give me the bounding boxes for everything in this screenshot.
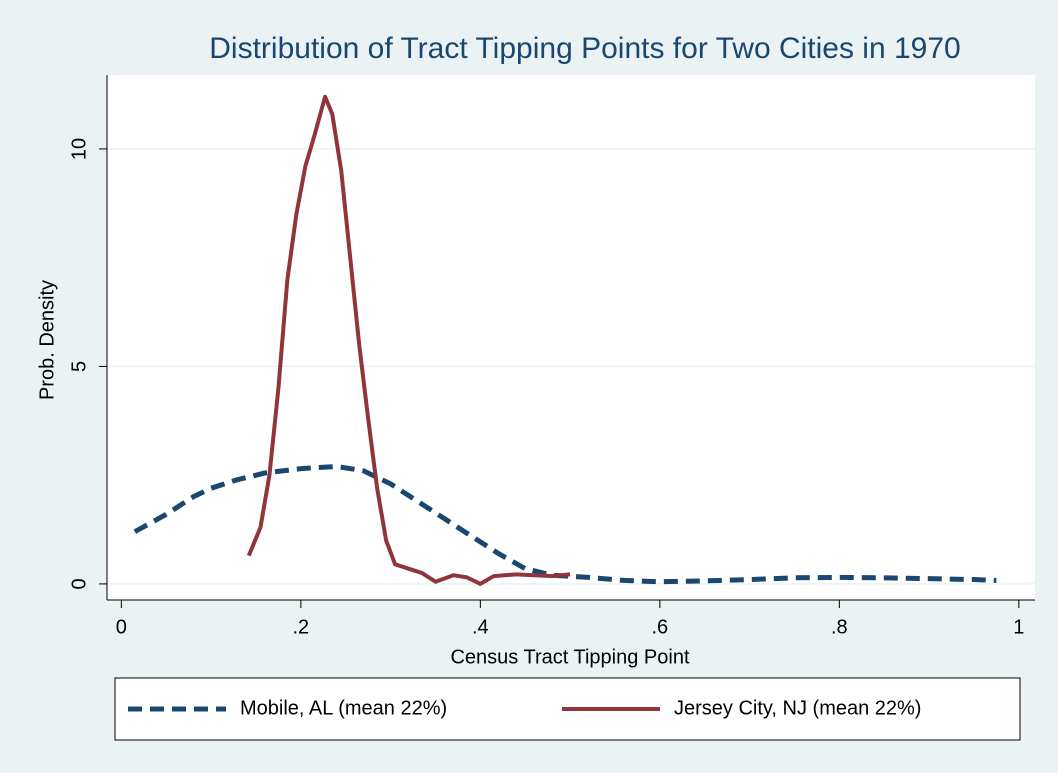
legend-label: Mobile, AL (mean 22%) xyxy=(240,697,447,719)
x-tick-label: .4 xyxy=(472,616,489,638)
y-tick-label: 0 xyxy=(68,578,90,589)
series-line xyxy=(133,463,997,585)
x-tick-label: .6 xyxy=(652,616,669,638)
x-tick-label: 0 xyxy=(116,616,127,638)
y-tick-label: 10 xyxy=(68,138,90,160)
plot-area xyxy=(107,75,1035,600)
x-tick-label: .2 xyxy=(293,616,310,638)
x-axis-label: Census Tract Tipping Point xyxy=(450,646,689,668)
x-tick-label: 1 xyxy=(1013,616,1024,638)
legend-label: Jersey City, NJ (mean 22%) xyxy=(674,697,921,719)
x-tick-label: .8 xyxy=(831,616,848,638)
y-axis-label: Prob. Density xyxy=(36,280,58,400)
y-tick-label: 5 xyxy=(68,361,90,372)
series-line xyxy=(246,94,571,586)
chart-title: Distribution of Tract Tipping Points for… xyxy=(209,32,960,65)
